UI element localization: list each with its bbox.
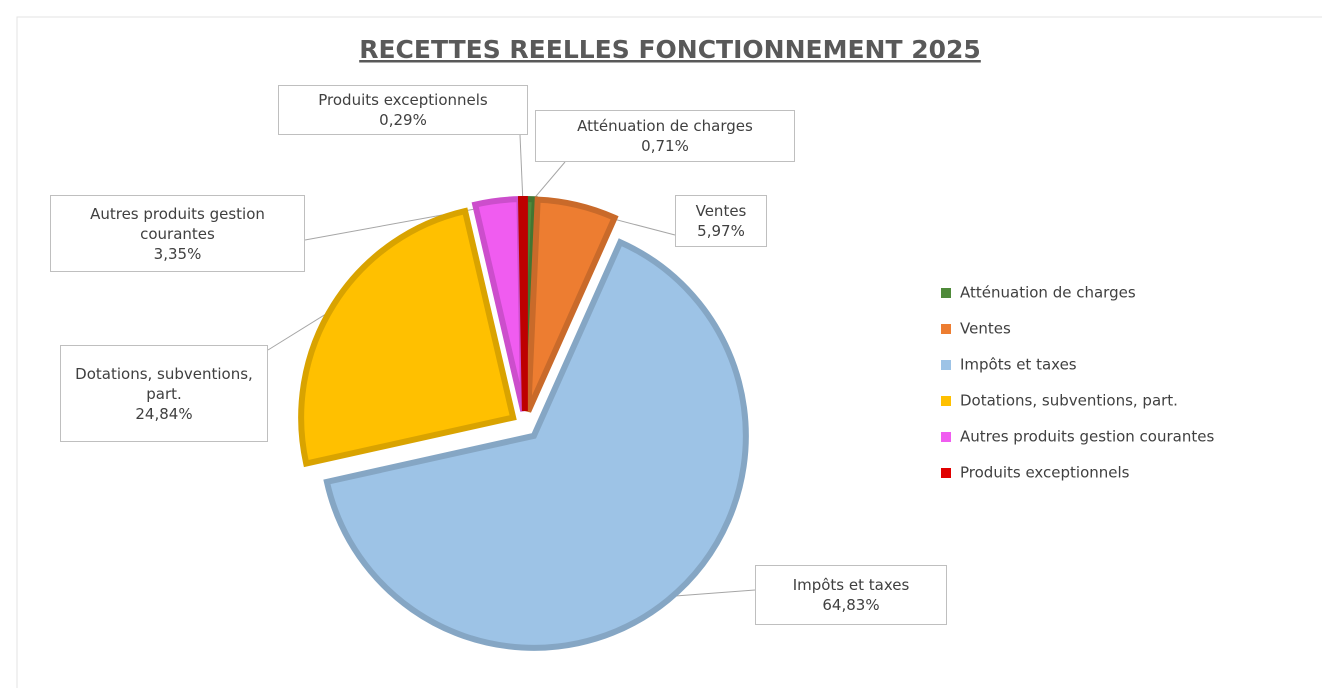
data-label: 0,29% [379,111,427,129]
legend-label: Atténuation de charges [960,284,1136,302]
data-callout: Produits exceptionnels 0,29% [278,85,528,135]
legend-label: Impôts et taxes [960,356,1077,374]
legend-swatch [941,360,951,370]
legend-swatch [941,468,951,478]
data-label: 24,84% [135,404,193,423]
data-label: 3,35% [153,244,202,263]
leader-line [665,589,756,598]
legend-label: Dotations, subventions, part. [960,392,1178,410]
legend-swatch [941,324,951,334]
data-label: 5,97% [697,222,745,240]
data-callout: Autres produits gestion courantes 3,35% [50,195,305,272]
callout-name: Atténuation de charges [577,117,753,135]
callout-name: Dotations, subventions, part. [75,364,253,403]
data-label: 0,71% [641,137,689,155]
pie-slice [323,238,749,651]
pie-slice [517,196,528,412]
data-callout: Dotations, subventions, part. 24,84% [60,345,268,442]
legend-label: Produits exceptionnels [960,464,1130,482]
callout-name: Ventes [695,202,747,220]
callout-name: Produits exceptionnels [318,91,488,109]
data-callout: Atténuation de charges 0,71% [535,110,795,162]
leader-line [519,134,524,204]
pie-slice [525,196,619,413]
legend-label: Autres produits gestion courantes [960,428,1214,446]
callout-name: Impôts et taxes [792,576,910,594]
legend-swatch [941,288,951,298]
chart-title: RECETTES REELLES FONCTIONNEMENT 2025 [359,35,981,64]
legend-swatch [941,432,951,442]
legend-swatch [941,396,951,406]
data-callout: Impôts et taxes 64,83% [755,565,947,625]
callout-name: Autres produits gestion courantes [90,204,265,243]
legend-label: Ventes [960,320,1011,338]
data-label: 64,83% [822,596,880,614]
data-callout: Ventes 5,97% [675,195,767,247]
pie-slice [298,207,517,468]
chart-frame [16,16,1322,688]
